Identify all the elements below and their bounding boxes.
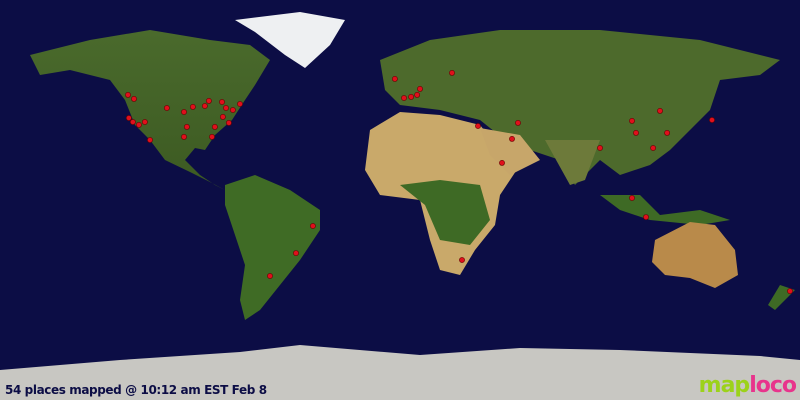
place-marker[interactable] (209, 133, 215, 140)
place-marker[interactable] (787, 288, 793, 295)
place-marker[interactable] (201, 103, 208, 109)
place-marker[interactable] (229, 107, 236, 113)
place-marker[interactable] (391, 75, 398, 82)
place-marker[interactable] (131, 95, 137, 102)
place-marker[interactable] (309, 223, 316, 229)
place-marker[interactable] (475, 123, 481, 129)
place-marker[interactable] (629, 195, 635, 201)
place-marker[interactable] (237, 101, 243, 107)
place-marker[interactable] (141, 119, 148, 125)
place-marker[interactable] (181, 109, 187, 115)
place-marker[interactable] (125, 91, 131, 98)
southeast-asia-islands (600, 195, 730, 225)
place-marker[interactable] (205, 97, 212, 104)
place-marker[interactable] (223, 105, 229, 111)
place-marker[interactable] (650, 145, 657, 151)
place-marker[interactable] (189, 103, 196, 110)
place-marker[interactable] (449, 69, 455, 76)
place-marker[interactable] (211, 123, 218, 130)
place-marker[interactable] (183, 123, 190, 130)
place-marker[interactable] (664, 129, 671, 136)
maploco-logo[interactable]: maploco (698, 373, 797, 398)
places-mapped-status: 54 places mapped @ 10:12 am EST Feb 8 (5, 383, 267, 397)
place-marker[interactable] (709, 117, 715, 123)
place-marker[interactable] (125, 115, 132, 121)
place-marker[interactable] (219, 113, 226, 120)
north-america (30, 30, 270, 190)
place-marker[interactable] (414, 91, 421, 98)
australia (652, 222, 738, 288)
india (545, 140, 600, 185)
place-marker[interactable] (633, 129, 639, 136)
place-marker[interactable] (163, 105, 170, 111)
place-marker[interactable] (499, 159, 505, 166)
place-marker[interactable] (225, 119, 232, 126)
antarctica (0, 345, 800, 400)
logo-part-map: map (698, 373, 751, 398)
place-marker[interactable] (643, 214, 649, 221)
place-marker[interactable] (657, 107, 663, 114)
logo-part-loco: loco (749, 373, 797, 398)
continents (0, 12, 800, 400)
arabia (480, 128, 540, 175)
place-marker[interactable] (293, 250, 299, 257)
place-markers (125, 69, 793, 295)
place-marker[interactable] (219, 99, 225, 105)
greenland (235, 12, 345, 68)
europe-asia (380, 30, 780, 185)
place-marker[interactable] (597, 145, 603, 151)
place-marker[interactable] (515, 119, 521, 126)
place-marker[interactable] (417, 85, 423, 92)
place-marker[interactable] (181, 133, 187, 140)
place-marker[interactable] (135, 121, 142, 128)
place-marker[interactable] (459, 257, 465, 263)
place-marker[interactable] (129, 119, 136, 125)
place-marker[interactable] (267, 273, 273, 279)
place-marker[interactable] (408, 93, 415, 100)
place-marker[interactable] (401, 95, 407, 101)
central-africa-green (400, 180, 490, 245)
place-marker[interactable] (629, 117, 635, 124)
place-marker[interactable] (509, 135, 515, 142)
south-america (225, 175, 320, 320)
place-marker[interactable] (147, 137, 153, 143)
